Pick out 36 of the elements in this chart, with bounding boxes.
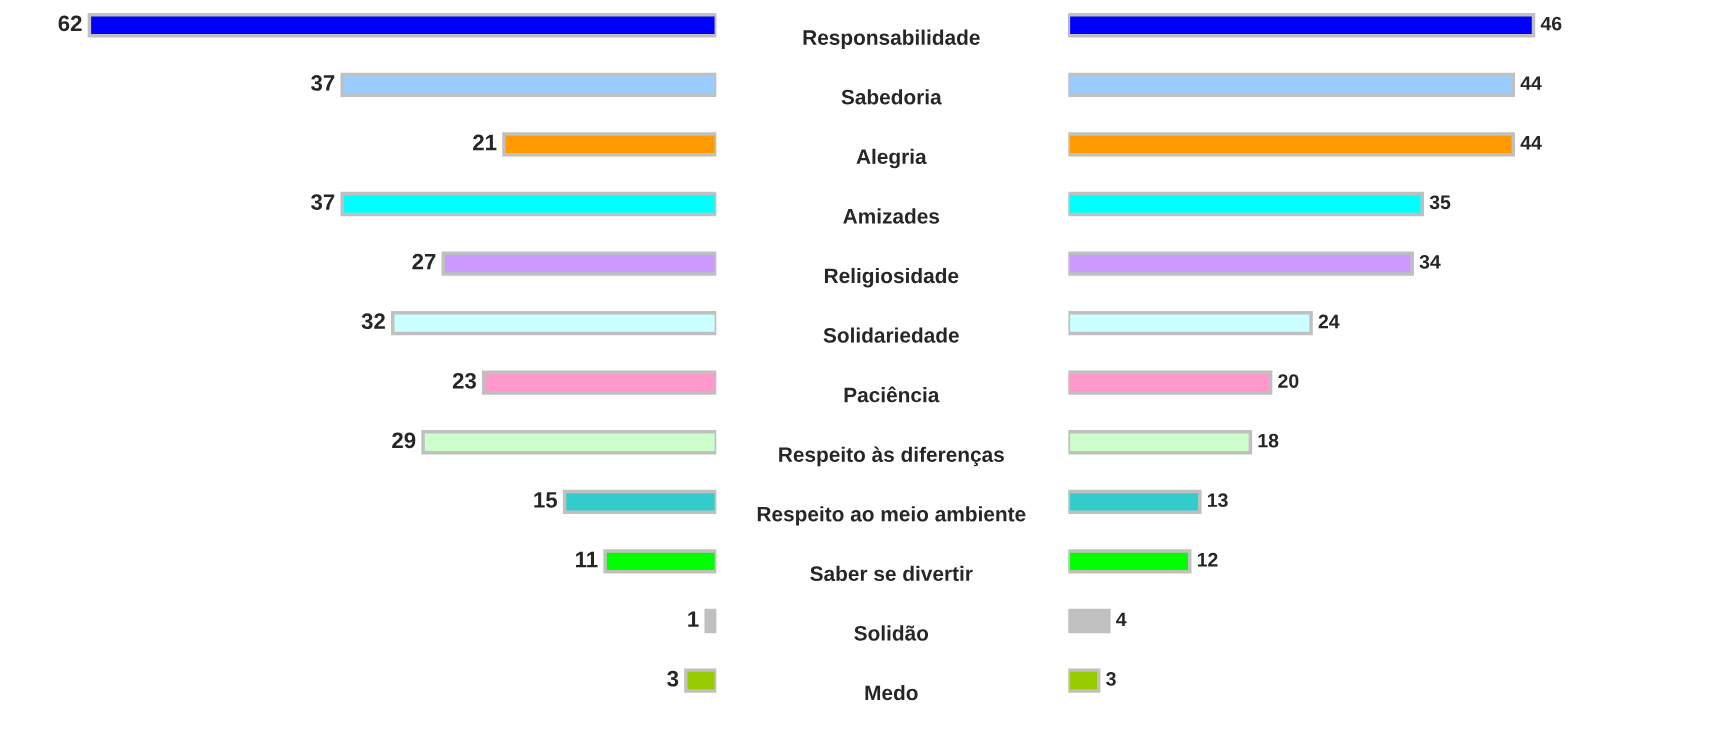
data-label: 11: [576, 551, 598, 568]
data-label: 3: [1106, 672, 1116, 686]
data-label: 34: [1419, 254, 1441, 269]
data-label: 44: [1520, 136, 1542, 150]
data-label: 37: [311, 194, 335, 210]
y-tick-label: Paciência: [844, 386, 940, 403]
y-tick-label: Solidariedade: [823, 327, 959, 343]
y-tick-label: Medo: [865, 684, 918, 701]
data-label: 4: [1116, 612, 1127, 627]
data-label: 62: [58, 15, 82, 32]
y-tick-label: Amizades: [843, 208, 940, 224]
data-label: 3: [667, 670, 679, 687]
y-tick-label: Sabedoria: [841, 89, 942, 105]
data-label: 27: [412, 253, 436, 270]
y-tick-label: Saber se divertir: [810, 565, 973, 582]
data-label: 23: [452, 372, 476, 389]
data-label: 35: [1429, 195, 1451, 210]
y-tick-label: Alegria: [856, 148, 927, 169]
data-label: 46: [1540, 16, 1562, 31]
data-label: 1: [688, 611, 699, 627]
data-label: 21: [473, 134, 497, 151]
y-tick-label: Religiosidade: [824, 267, 959, 288]
data-label: 15: [534, 492, 558, 508]
data-label: 37: [311, 75, 335, 91]
y-tick-label: Respeito às diferenças: [779, 446, 1004, 467]
data-label: 32: [361, 313, 385, 330]
data-label: 12: [1197, 552, 1218, 567]
data-label: 13: [1208, 493, 1228, 508]
data-label: 44: [1520, 76, 1542, 90]
y-tick-label: Solidão: [854, 625, 929, 641]
data-label: 20: [1278, 374, 1299, 388]
y-tick-label: Responsabilidade: [803, 29, 980, 50]
data-label: 29: [392, 432, 416, 449]
data-label: 18: [1258, 433, 1279, 448]
y-tick-label: Respeito ao meio ambiente: [757, 506, 1026, 526]
data-label: 24: [1318, 314, 1340, 329]
